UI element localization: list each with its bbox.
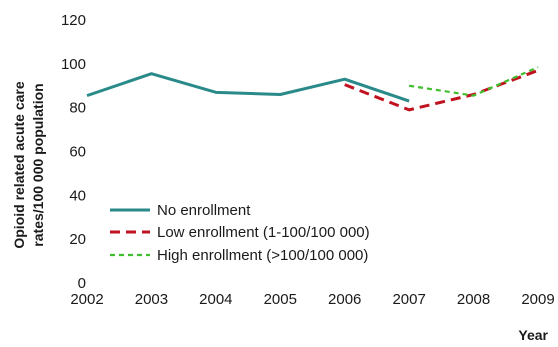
series-line-3 xyxy=(408,66,539,97)
y-axis-title-line-2: rates/100 000 population xyxy=(30,83,46,246)
y-tick-label: 20 xyxy=(69,231,86,248)
x-tick-label: 2007 xyxy=(392,291,425,308)
x-tick-label: 2002 xyxy=(70,291,103,308)
y-tick-label: 0 xyxy=(78,275,86,292)
x-tick-label: 2004 xyxy=(199,291,232,308)
x-tick-label: 2003 xyxy=(135,291,168,308)
legend-label: High enrollment (>100/100 000) xyxy=(157,247,368,264)
y-axis-title-line-1: Opioid related acute care xyxy=(11,81,27,248)
legend-label: Low enrollment (1-100/100 000) xyxy=(157,224,370,241)
x-axis-title: Year xyxy=(518,327,548,343)
x-tick-label: 2008 xyxy=(457,291,490,308)
series-line-1 xyxy=(86,72,410,103)
y-tick-label: 80 xyxy=(69,100,86,117)
y-tick-label: 100 xyxy=(61,56,86,73)
y-tick-label: 120 xyxy=(61,12,86,29)
x-tick-label: 2005 xyxy=(264,291,297,308)
x-tick-label: 2009 xyxy=(521,291,554,308)
legend: No enrollment Low enrollment (1-100/100 0… xyxy=(110,202,370,264)
legend-label: No enrollment xyxy=(157,202,251,219)
y-axis-title: Opioid related acute care rates/100 000 … xyxy=(11,81,46,248)
tick-labels: 0 20 40 60 80 100 120 2002 2003 2004 2005 2006 2007 2… xyxy=(61,12,555,308)
y-tick-label: 60 xyxy=(69,144,86,161)
series-lines xyxy=(86,66,539,112)
y-tick-label: 40 xyxy=(69,187,86,204)
x-tick-label: 2006 xyxy=(328,291,361,308)
